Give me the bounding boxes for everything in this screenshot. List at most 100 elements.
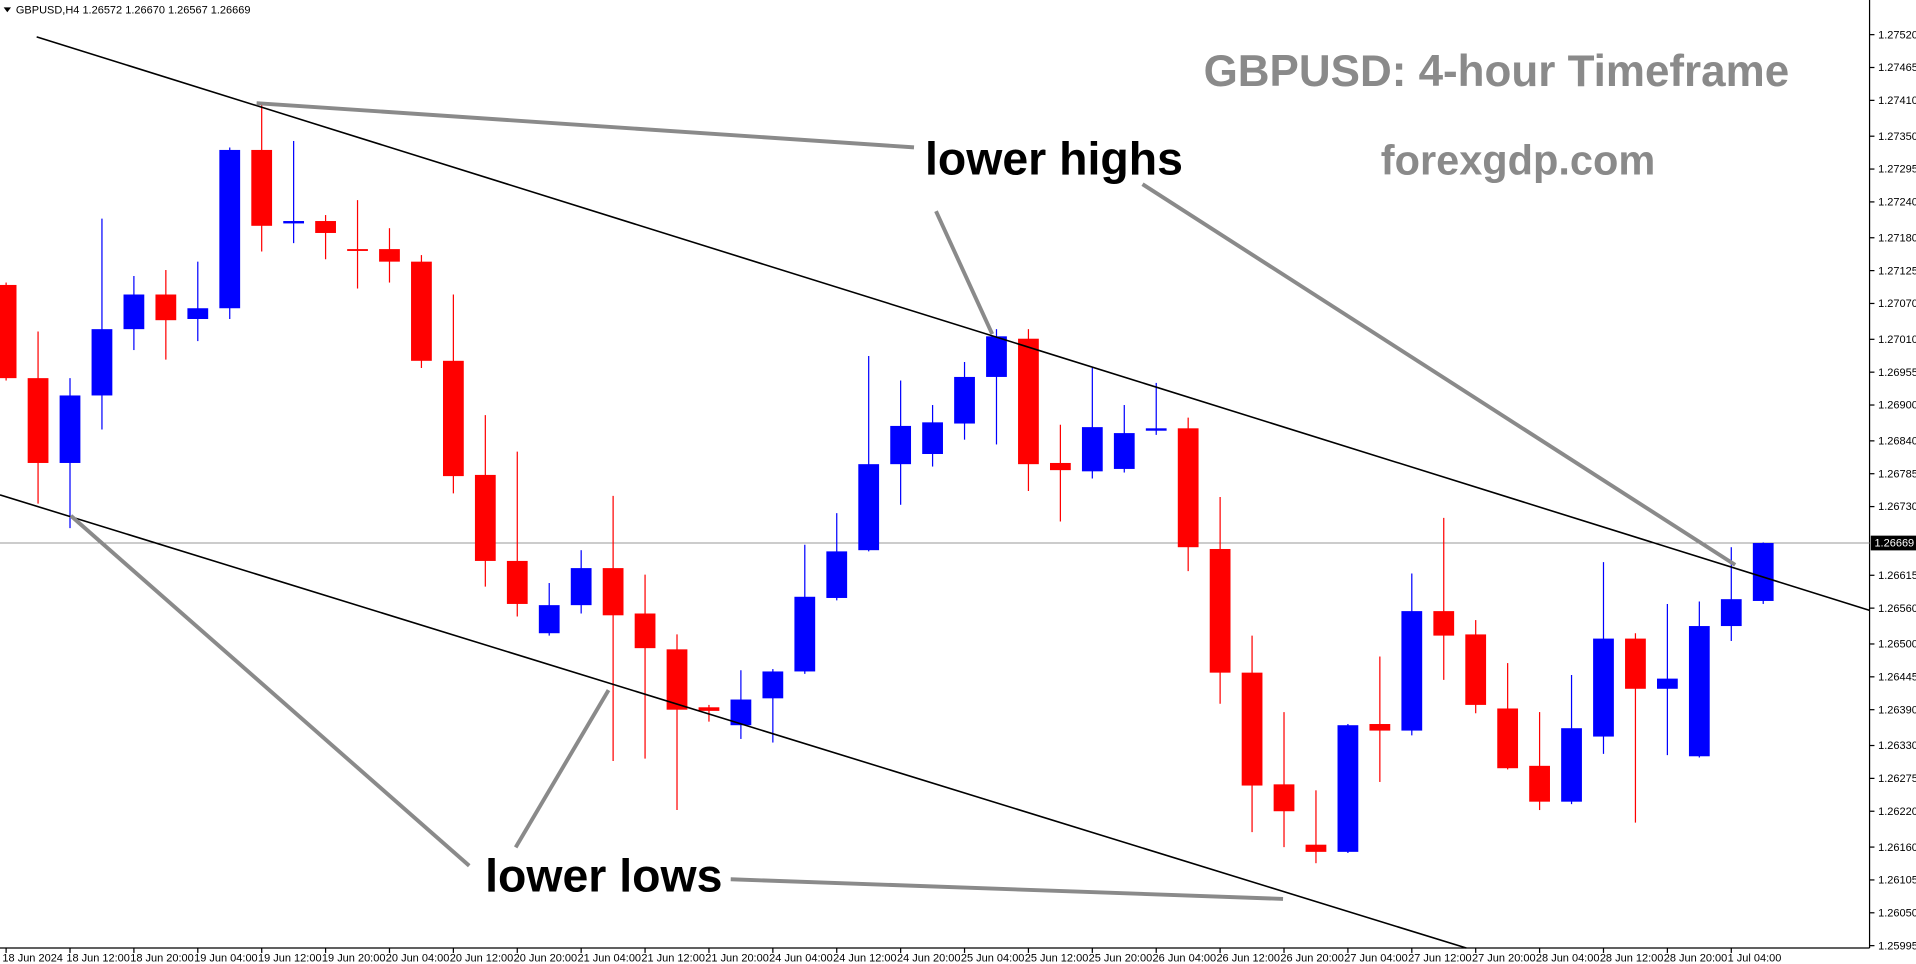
- candle-body: [442, 360, 464, 477]
- pointer-line: [1141, 182, 1737, 567]
- y-tick-label: 1.26615: [1878, 570, 1916, 582]
- x-tick-label: 26 Jun 12:00: [1216, 953, 1280, 964]
- axis-layer: 1.27520 1.27465 1.27410 1.27350 1.27295 1.272…: [2, 29, 1916, 964]
- candle-body: [1241, 672, 1263, 786]
- candle-body: [1273, 784, 1295, 812]
- candle-body: [315, 221, 336, 233]
- upper-trend-line: [36, 36, 1870, 612]
- x-tick-label: 20 Jun 20:00: [514, 953, 578, 964]
- x-tick-label: 28 Jun 20:00: [1664, 953, 1728, 964]
- candle-body: [1049, 462, 1071, 471]
- y-tick-label: 1.27350: [1878, 131, 1916, 143]
- x-tick-label: 25 Jun 04:00: [961, 953, 1025, 964]
- candle-body: [634, 613, 656, 649]
- x-tick-label: 18 Jun 12:00: [66, 953, 130, 964]
- candle-body: [1688, 626, 1710, 757]
- x-tick-label: 20 Jun 12:00: [450, 953, 514, 964]
- y-tick-label: 1.26560: [1878, 603, 1916, 615]
- candle-body: [283, 221, 305, 224]
- candle-body: [826, 551, 848, 598]
- candle-body: [1177, 428, 1199, 548]
- pointer-line: [513, 689, 611, 849]
- candle-body: [794, 596, 816, 672]
- x-tick-label: 21 Jun 12:00: [641, 953, 705, 964]
- y-tick-label: 1.26955: [1878, 367, 1916, 379]
- x-tick-label: 25 Jun 20:00: [1089, 953, 1153, 964]
- candle-body: [27, 378, 49, 463]
- y-tick-label: 1.27295: [1878, 164, 1916, 176]
- x-tick-label: 26 Jun 20:00: [1280, 953, 1344, 964]
- candle-body: [59, 395, 81, 463]
- y-tick-label: 1.26275: [1878, 773, 1916, 785]
- y-tick-label: 1.26220: [1878, 806, 1916, 818]
- pointer-line: [934, 210, 994, 335]
- y-tick-label: 1.27070: [1878, 298, 1916, 310]
- chart-subtitle: forexgdp.com: [1381, 136, 1656, 183]
- x-tick-label: 21 Jun 04:00: [578, 953, 642, 964]
- candle-body: [1625, 638, 1646, 689]
- y-tick-label: 1.27520: [1878, 29, 1916, 41]
- candle-body: [730, 699, 752, 726]
- candle-body: [1561, 728, 1582, 802]
- x-tick-label: 26 Jun 04:00: [1153, 953, 1217, 964]
- x-tick-label: 1 Jul 04:00: [1728, 953, 1782, 964]
- x-tick-label: 19 Jun 12:00: [258, 953, 322, 964]
- x-tick-label: 24 Jun 04:00: [769, 953, 833, 964]
- candle-body: [1593, 638, 1614, 737]
- candle-body: [123, 294, 145, 330]
- candle-body: [1209, 548, 1231, 673]
- chart-title: GBPUSD: 4-hour Timeframe: [1204, 47, 1790, 96]
- x-tick-label: 20 Jun 04:00: [386, 953, 450, 964]
- y-tick-label: 1.26785: [1878, 468, 1916, 480]
- candle-body: [1305, 844, 1327, 852]
- candle-body: [954, 376, 975, 424]
- candle-body: [1401, 611, 1423, 731]
- candle-body: [1497, 708, 1519, 769]
- candle-body: [0, 284, 17, 379]
- candle-body: [251, 149, 273, 226]
- menu-arrow[interactable]: [3, 7, 11, 13]
- candle-body: [922, 422, 943, 455]
- candle-body: [1465, 634, 1487, 705]
- candle-body: [890, 425, 912, 465]
- y-tick-label: 1.27465: [1878, 62, 1916, 74]
- candle-body: [1529, 765, 1550, 802]
- pointer-line: [69, 514, 471, 868]
- x-tick-label: 19 Jun 04:00: [194, 953, 258, 964]
- candle-body: [411, 261, 432, 361]
- x-tick-label: 27 Jun 20:00: [1472, 953, 1536, 964]
- x-tick-label: 18 Jun 2024: [2, 953, 62, 964]
- candle-body: [1720, 599, 1742, 627]
- candle-body: [1337, 725, 1359, 852]
- y-tick-label: 1.26330: [1878, 740, 1916, 752]
- y-tick-label: 1.27240: [1878, 197, 1916, 209]
- y-tick-label: 1.27125: [1878, 265, 1916, 277]
- candle-body: [347, 249, 368, 251]
- y-tick-label: 1.27180: [1878, 232, 1916, 244]
- candle-body: [155, 294, 177, 321]
- x-tick-label: 27 Jun 12:00: [1408, 953, 1472, 964]
- candle-body: [858, 464, 880, 551]
- candle-body: [1081, 427, 1103, 472]
- candle-body: [986, 336, 1007, 377]
- x-tick-label: 28 Jun 04:00: [1536, 953, 1600, 964]
- current-price-box: [1870, 535, 1916, 551]
- candle-body: [602, 568, 624, 616]
- y-tick-label: 1.26730: [1878, 501, 1916, 513]
- y-tick-label: 1.26105: [1878, 875, 1916, 887]
- x-tick-label: 27 Jun 04:00: [1344, 953, 1408, 964]
- candle-body: [1656, 678, 1678, 689]
- pointer-line: [256, 101, 915, 150]
- x-tick-label: 24 Jun 12:00: [833, 953, 897, 964]
- candle-body: [219, 149, 241, 309]
- y-tick-label: 1.26050: [1878, 907, 1916, 919]
- candle-body: [506, 560, 528, 604]
- y-tick-label: 1.27010: [1878, 334, 1916, 346]
- y-tick-label: 1.26445: [1878, 671, 1916, 683]
- x-tick-label: 19 Jun 20:00: [322, 953, 386, 964]
- x-tick-label: 25 Jun 12:00: [1025, 953, 1089, 964]
- candle-body: [538, 605, 560, 634]
- x-tick-label: 18 Jun 20:00: [130, 953, 194, 964]
- x-tick-label: 24 Jun 20:00: [897, 953, 961, 964]
